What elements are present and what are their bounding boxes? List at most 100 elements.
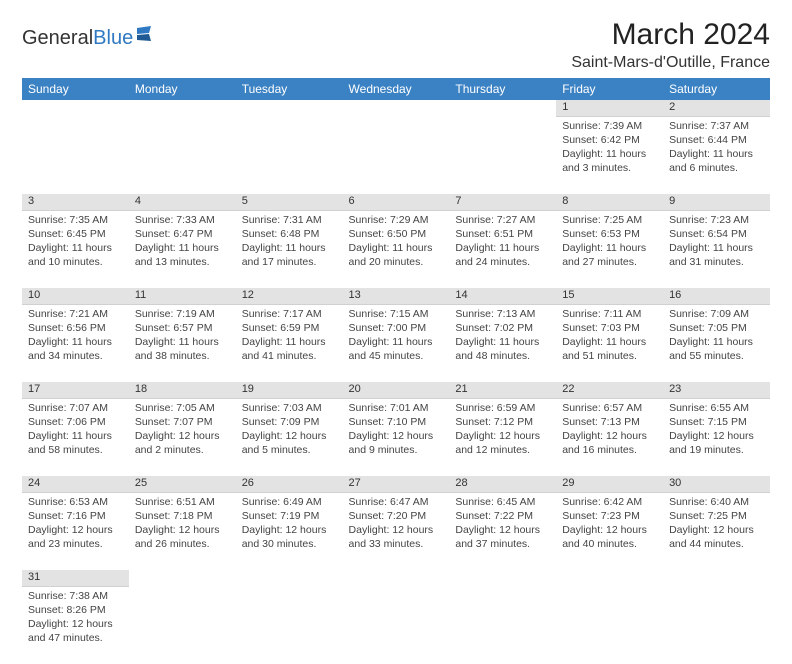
day-number-row: 31 (22, 570, 770, 586)
daylight-line: Daylight: 11 hours and 41 minutes. (242, 335, 337, 363)
sunrise-line: Sunrise: 7:15 AM (349, 307, 444, 321)
day-content-cell: Sunrise: 7:37 AMSunset: 6:44 PMDaylight:… (663, 116, 770, 194)
day-number-row: 10111213141516 (22, 288, 770, 304)
day-content-cell (556, 586, 663, 664)
sunset-line: Sunset: 8:26 PM (28, 603, 123, 617)
weekday-header: Monday (129, 78, 236, 100)
brand-part2: Blue (93, 27, 133, 50)
day-content-row: Sunrise: 7:21 AMSunset: 6:56 PMDaylight:… (22, 304, 770, 382)
weekday-header: Thursday (449, 78, 556, 100)
sunset-line: Sunset: 6:57 PM (135, 321, 230, 335)
sunrise-line: Sunrise: 7:17 AM (242, 307, 337, 321)
day-number-cell: 18 (129, 382, 236, 398)
day-content-row: Sunrise: 6:53 AMSunset: 7:16 PMDaylight:… (22, 492, 770, 570)
sunset-line: Sunset: 7:05 PM (669, 321, 764, 335)
sunset-line: Sunset: 6:42 PM (562, 133, 657, 147)
daylight-line: Daylight: 12 hours and 19 minutes. (669, 429, 764, 457)
day-number-cell (556, 570, 663, 586)
day-content-cell (236, 116, 343, 194)
daylight-line: Daylight: 12 hours and 16 minutes. (562, 429, 657, 457)
day-number-cell (236, 570, 343, 586)
day-content-cell: Sunrise: 7:29 AMSunset: 6:50 PMDaylight:… (343, 210, 450, 288)
day-number-cell (663, 570, 770, 586)
day-number-cell: 28 (449, 476, 556, 492)
day-number-cell: 30 (663, 476, 770, 492)
sunrise-line: Sunrise: 7:27 AM (455, 213, 550, 227)
brand-logo: GeneralBlue (22, 26, 159, 50)
day-content-cell: Sunrise: 7:01 AMSunset: 7:10 PMDaylight:… (343, 398, 450, 476)
sunset-line: Sunset: 7:23 PM (562, 509, 657, 523)
sunset-line: Sunset: 6:51 PM (455, 227, 550, 241)
day-content-cell: Sunrise: 7:39 AMSunset: 6:42 PMDaylight:… (556, 116, 663, 194)
day-content-cell: Sunrise: 6:53 AMSunset: 7:16 PMDaylight:… (22, 492, 129, 570)
sunrise-line: Sunrise: 6:45 AM (455, 495, 550, 509)
day-number-cell: 8 (556, 194, 663, 210)
day-content-cell: Sunrise: 7:11 AMSunset: 7:03 PMDaylight:… (556, 304, 663, 382)
day-content-cell: Sunrise: 6:51 AMSunset: 7:18 PMDaylight:… (129, 492, 236, 570)
day-number-cell (343, 570, 450, 586)
sunrise-line: Sunrise: 6:59 AM (455, 401, 550, 415)
sunset-line: Sunset: 7:25 PM (669, 509, 764, 523)
daylight-line: Daylight: 12 hours and 5 minutes. (242, 429, 337, 457)
day-content-cell (343, 116, 450, 194)
daylight-line: Daylight: 12 hours and 40 minutes. (562, 523, 657, 551)
location: Saint-Mars-d'Outille, France (571, 54, 770, 72)
sunset-line: Sunset: 7:13 PM (562, 415, 657, 429)
sunrise-line: Sunrise: 6:49 AM (242, 495, 337, 509)
sunset-line: Sunset: 6:47 PM (135, 227, 230, 241)
sunrise-line: Sunrise: 7:03 AM (242, 401, 337, 415)
daylight-line: Daylight: 12 hours and 23 minutes. (28, 523, 123, 551)
day-content-cell: Sunrise: 7:05 AMSunset: 7:07 PMDaylight:… (129, 398, 236, 476)
day-number-cell: 1 (556, 100, 663, 116)
sunrise-line: Sunrise: 7:29 AM (349, 213, 444, 227)
day-content-cell: Sunrise: 7:33 AMSunset: 6:47 PMDaylight:… (129, 210, 236, 288)
day-number-row: 17181920212223 (22, 382, 770, 398)
day-number-cell: 2 (663, 100, 770, 116)
day-number-cell (236, 100, 343, 116)
day-content-cell: Sunrise: 6:42 AMSunset: 7:23 PMDaylight:… (556, 492, 663, 570)
day-content-cell: Sunrise: 7:27 AMSunset: 6:51 PMDaylight:… (449, 210, 556, 288)
header: GeneralBlue March 2024 Saint-Mars-d'Outi… (22, 18, 770, 72)
sunrise-line: Sunrise: 7:19 AM (135, 307, 230, 321)
sunrise-line: Sunrise: 6:47 AM (349, 495, 444, 509)
sunset-line: Sunset: 6:50 PM (349, 227, 444, 241)
daylight-line: Daylight: 11 hours and 58 minutes. (28, 429, 123, 457)
weekday-header: Sunday (22, 78, 129, 100)
day-content-cell (22, 116, 129, 194)
daylight-line: Daylight: 11 hours and 3 minutes. (562, 147, 657, 175)
sunset-line: Sunset: 6:53 PM (562, 227, 657, 241)
day-content-cell: Sunrise: 7:31 AMSunset: 6:48 PMDaylight:… (236, 210, 343, 288)
day-content-cell: Sunrise: 6:57 AMSunset: 7:13 PMDaylight:… (556, 398, 663, 476)
sunset-line: Sunset: 7:15 PM (669, 415, 764, 429)
weekday-header: Tuesday (236, 78, 343, 100)
day-content-cell (343, 586, 450, 664)
day-content-cell (663, 586, 770, 664)
day-number-cell: 15 (556, 288, 663, 304)
sunrise-line: Sunrise: 7:33 AM (135, 213, 230, 227)
sunset-line: Sunset: 7:20 PM (349, 509, 444, 523)
sunrise-line: Sunrise: 7:09 AM (669, 307, 764, 321)
daylight-line: Daylight: 11 hours and 24 minutes. (455, 241, 550, 269)
daylight-line: Daylight: 11 hours and 17 minutes. (242, 241, 337, 269)
day-number-row: 24252627282930 (22, 476, 770, 492)
day-content-cell (449, 586, 556, 664)
daylight-line: Daylight: 11 hours and 45 minutes. (349, 335, 444, 363)
daylight-line: Daylight: 11 hours and 20 minutes. (349, 241, 444, 269)
weekday-header: Saturday (663, 78, 770, 100)
sunrise-line: Sunrise: 7:07 AM (28, 401, 123, 415)
day-content-cell (236, 586, 343, 664)
sunrise-line: Sunrise: 6:57 AM (562, 401, 657, 415)
sunset-line: Sunset: 6:44 PM (669, 133, 764, 147)
day-number-cell: 21 (449, 382, 556, 398)
daylight-line: Daylight: 11 hours and 31 minutes. (669, 241, 764, 269)
day-number-cell: 24 (22, 476, 129, 492)
day-content-cell: Sunrise: 7:38 AMSunset: 8:26 PMDaylight:… (22, 586, 129, 664)
day-number-cell: 29 (556, 476, 663, 492)
day-content-row: Sunrise: 7:38 AMSunset: 8:26 PMDaylight:… (22, 586, 770, 664)
daylight-line: Daylight: 12 hours and 12 minutes. (455, 429, 550, 457)
day-content-cell (129, 116, 236, 194)
day-number-cell: 13 (343, 288, 450, 304)
sunset-line: Sunset: 6:56 PM (28, 321, 123, 335)
sunset-line: Sunset: 6:45 PM (28, 227, 123, 241)
daylight-line: Daylight: 12 hours and 44 minutes. (669, 523, 764, 551)
